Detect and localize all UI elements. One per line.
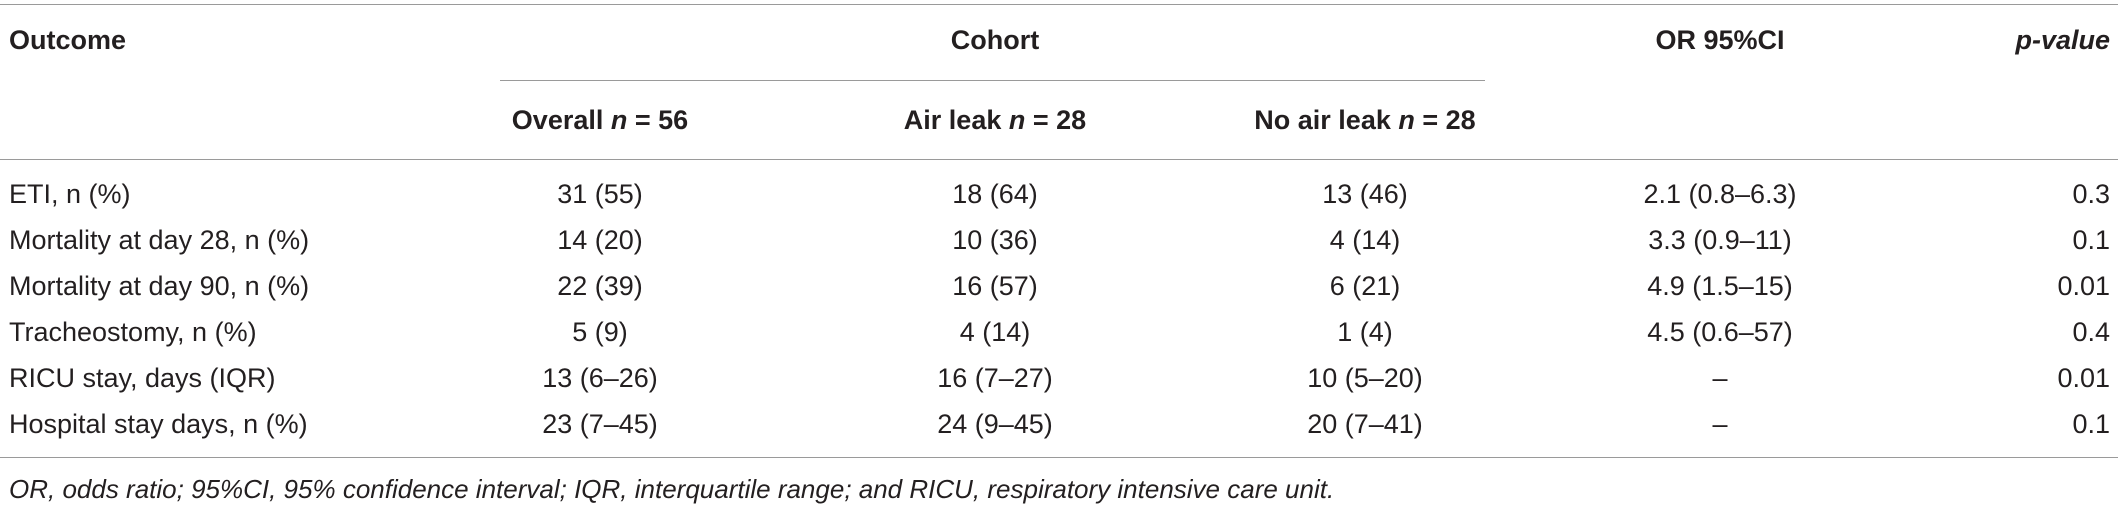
cell-no-air-leak: 6 (21) xyxy=(1329,271,1401,301)
header-air-leak-n-var: n xyxy=(1008,105,1026,135)
cell-p-value: 0.3 xyxy=(2072,179,2110,209)
cell-p-value: 0.1 xyxy=(2072,225,2110,255)
cell-overall: 14 (20) xyxy=(557,225,643,255)
header-outcome: Outcome xyxy=(9,25,127,55)
header-no-air-leak-n-var: n xyxy=(1398,105,1415,135)
header-no-air-leak-label: No air leak xyxy=(1254,105,1391,135)
cell-air-leak: 16 (7–27) xyxy=(937,363,1053,393)
cell-outcome: Mortality at day 90, n (%) xyxy=(9,271,310,301)
cell-overall: 23 (7–45) xyxy=(542,409,658,439)
cell-outcome: Hospital stay days, n (%) xyxy=(9,409,308,439)
table-footnote: OR, odds ratio; 95%CI, 95% confidence in… xyxy=(9,474,1335,504)
cell-p-value: 0.01 xyxy=(2057,363,2110,393)
header-overall: Overall n = 56 xyxy=(440,103,760,137)
cell-outcome: Mortality at day 28, n (%) xyxy=(9,225,310,255)
cell-or-ci: – xyxy=(1712,363,1728,393)
header-no-air-leak-n-value: = 28 xyxy=(1422,105,1476,135)
cell-or-ci: 4.5 (0.6–57) xyxy=(1647,317,1793,347)
cell-no-air-leak: 20 (7–41) xyxy=(1307,409,1423,439)
cell-or-ci: 3.3 (0.9–11) xyxy=(1648,225,1792,255)
header-p-value: p-value xyxy=(2015,25,2110,55)
cell-overall: 31 (55) xyxy=(557,179,643,209)
cell-outcome: Tracheostomy, n (%) xyxy=(9,317,257,347)
cell-no-air-leak: 4 (14) xyxy=(1329,225,1401,255)
cell-no-air-leak: 10 (5–20) xyxy=(1307,363,1423,393)
table-top-rule xyxy=(0,4,2118,5)
cell-air-leak: 10 (36) xyxy=(952,225,1038,255)
cell-or-ci: 4.9 (1.5–15) xyxy=(1647,271,1793,301)
cell-air-leak: 16 (57) xyxy=(952,271,1038,301)
cell-or-ci: – xyxy=(1712,409,1728,439)
header-bottom-rule xyxy=(0,159,2118,160)
cell-overall: 5 (9) xyxy=(572,317,628,347)
cohort-underline xyxy=(500,80,1485,81)
header-overall-n-var: n xyxy=(610,105,628,135)
header-air-leak-label: Air leak xyxy=(903,105,1002,135)
cell-p-value: 0.4 xyxy=(2072,317,2110,347)
table-bottom-rule xyxy=(0,457,2118,458)
header-overall-n-value: = 56 xyxy=(634,105,689,135)
header-overall-label: Overall xyxy=(511,105,604,135)
cell-p-value: 0.01 xyxy=(2057,271,2110,301)
cell-outcome: ETI, n (%) xyxy=(9,179,131,209)
cell-overall: 22 (39) xyxy=(557,271,643,301)
cell-no-air-leak: 13 (46) xyxy=(1322,179,1408,209)
cell-overall: 13 (6–26) xyxy=(542,363,658,393)
header-or-ci: OR 95%CI xyxy=(1655,25,1785,55)
header-no-air-leak: No air leak n = 28 xyxy=(1200,103,1530,137)
header-cohort: Cohort xyxy=(950,25,1040,55)
cell-air-leak: 18 (64) xyxy=(952,179,1038,209)
cell-air-leak: 24 (9–45) xyxy=(937,409,1053,439)
cell-p-value: 0.1 xyxy=(2072,409,2110,439)
cell-or-ci: 2.1 (0.8–6.3) xyxy=(1643,179,1797,209)
cell-air-leak: 4 (14) xyxy=(959,317,1031,347)
header-air-leak: Air leak n = 28 xyxy=(830,103,1160,137)
header-air-leak-n-value: = 28 xyxy=(1032,105,1087,135)
cell-no-air-leak: 1 (4) xyxy=(1337,317,1393,347)
cell-outcome: RICU stay, days (IQR) xyxy=(9,363,276,393)
